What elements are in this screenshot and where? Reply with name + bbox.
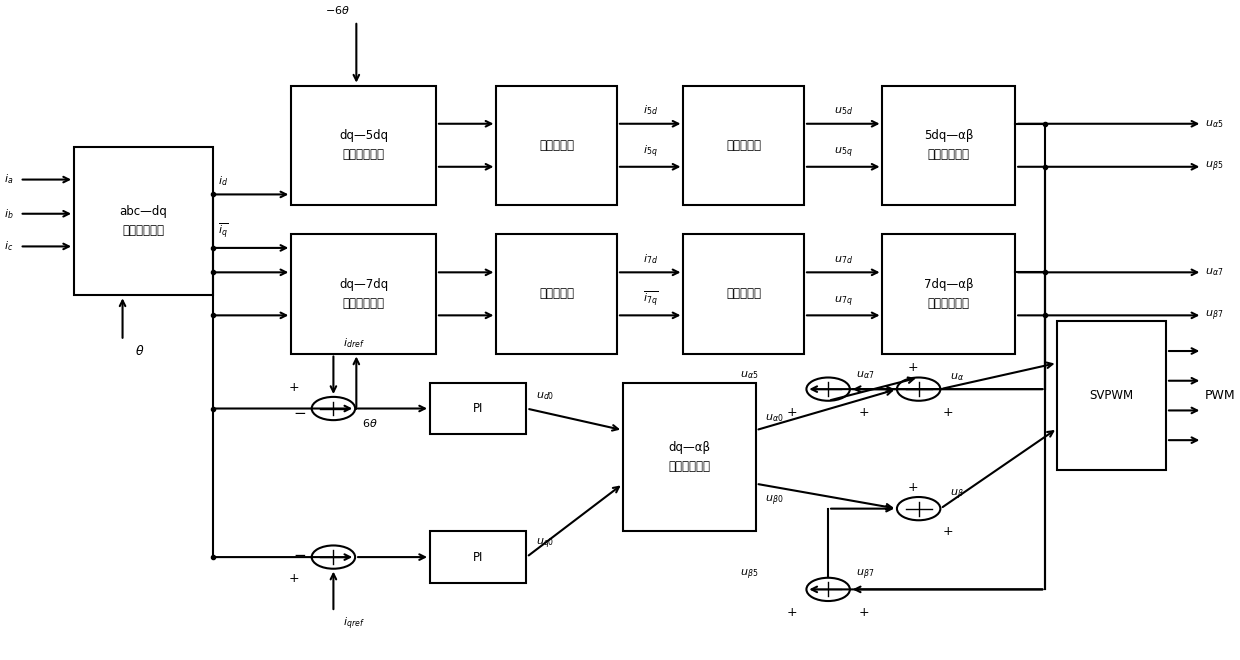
- Text: $u_{\alpha7}$: $u_{\alpha7}$: [1204, 267, 1223, 279]
- Text: $u_{\beta7}$: $u_{\beta7}$: [1204, 308, 1223, 323]
- Text: $i_{5d}$: $i_{5d}$: [642, 104, 657, 117]
- Text: +: +: [786, 406, 797, 419]
- Text: $u_{\beta5}$: $u_{\beta5}$: [1204, 160, 1223, 174]
- Text: SVPWM: SVPWM: [1090, 389, 1133, 402]
- Text: abc—dq
电流坐标变换: abc—dq 电流坐标变换: [119, 205, 167, 237]
- Text: 模糊控制器: 模糊控制器: [727, 139, 761, 152]
- Text: 模糊控制器: 模糊控制器: [727, 287, 761, 300]
- Text: $u_{q0}$: $u_{q0}$: [536, 536, 554, 550]
- Text: $i_b$: $i_b$: [4, 207, 14, 220]
- Circle shape: [897, 378, 940, 401]
- Text: $-$: $-$: [293, 546, 305, 562]
- Text: $u_{\beta0}$: $u_{\beta0}$: [765, 494, 784, 508]
- Text: +: +: [859, 606, 869, 619]
- Text: $u_{7q}$: $u_{7q}$: [835, 294, 853, 309]
- Text: $u_{\beta5}$: $u_{\beta5}$: [740, 567, 759, 581]
- Text: $i_a$: $i_a$: [4, 173, 14, 187]
- Text: $u_{7d}$: $u_{7d}$: [833, 254, 853, 266]
- Text: PWM: PWM: [1204, 389, 1235, 402]
- Text: $i_{qref}$: $i_{qref}$: [343, 615, 365, 632]
- FancyBboxPatch shape: [496, 86, 618, 205]
- Text: $u_\beta$: $u_\beta$: [950, 488, 963, 502]
- FancyBboxPatch shape: [622, 383, 755, 531]
- Text: 5dq—αβ
电压坐标变换: 5dq—αβ 电压坐标变换: [924, 129, 973, 161]
- FancyBboxPatch shape: [430, 531, 527, 583]
- Text: $u_{5d}$: $u_{5d}$: [833, 106, 853, 117]
- Text: $i_c$: $i_c$: [5, 240, 14, 253]
- FancyBboxPatch shape: [683, 86, 804, 205]
- Text: $u_{\alpha0}$: $u_{\alpha0}$: [765, 412, 784, 424]
- Text: +: +: [908, 480, 918, 494]
- Text: $-$: $-$: [293, 404, 305, 419]
- FancyBboxPatch shape: [291, 86, 436, 205]
- Text: $\overline{i_q}$: $\overline{i_q}$: [217, 222, 228, 242]
- Circle shape: [806, 578, 849, 601]
- Text: $i_{7d}$: $i_{7d}$: [642, 252, 657, 266]
- Circle shape: [897, 497, 940, 520]
- Text: $u_\alpha$: $u_\alpha$: [950, 371, 963, 383]
- FancyBboxPatch shape: [683, 234, 804, 354]
- Text: +: +: [786, 606, 797, 619]
- FancyBboxPatch shape: [883, 86, 1016, 205]
- Text: $i_{5q}$: $i_{5q}$: [642, 144, 657, 160]
- Text: $u_{\beta7}$: $u_{\beta7}$: [856, 567, 874, 581]
- Text: PI: PI: [472, 550, 484, 564]
- Text: dq—αβ
电压坐标变换: dq—αβ 电压坐标变换: [668, 441, 711, 473]
- Text: $i_{dref}$: $i_{dref}$: [343, 337, 365, 350]
- Text: 低通滤波器: 低通滤波器: [539, 139, 574, 152]
- Circle shape: [311, 397, 355, 420]
- FancyBboxPatch shape: [291, 234, 436, 354]
- Text: $i_d$: $i_d$: [217, 174, 228, 188]
- Text: $u_{d0}$: $u_{d0}$: [536, 390, 554, 402]
- Text: $u_{\alpha7}$: $u_{\alpha7}$: [856, 370, 874, 381]
- Text: +: +: [859, 406, 869, 419]
- Text: +: +: [289, 381, 300, 393]
- FancyBboxPatch shape: [1058, 321, 1166, 470]
- Text: dq—5dq
电流坐标变换: dq—5dq 电流坐标变换: [339, 129, 388, 161]
- FancyBboxPatch shape: [883, 234, 1016, 354]
- Text: $u_{\alpha5}$: $u_{\alpha5}$: [1204, 118, 1223, 129]
- Text: dq—7dq
电流坐标变换: dq—7dq 电流坐标变换: [339, 278, 388, 310]
- Text: 低通滤波器: 低通滤波器: [539, 287, 574, 300]
- Text: +: +: [908, 361, 918, 374]
- Text: +: +: [942, 406, 954, 419]
- Text: $\theta$: $\theta$: [135, 344, 144, 358]
- Text: 7dq—αβ
电压坐标变换: 7dq—αβ 电压坐标变换: [924, 278, 973, 310]
- Text: $6\theta$: $6\theta$: [362, 417, 378, 429]
- Text: +: +: [289, 572, 300, 585]
- Text: +: +: [942, 525, 954, 539]
- Circle shape: [806, 378, 849, 401]
- Text: PI: PI: [472, 402, 484, 415]
- Text: $-6\theta$: $-6\theta$: [325, 4, 351, 16]
- Text: $u_{5q}$: $u_{5q}$: [835, 146, 853, 160]
- Text: $u_{\alpha5}$: $u_{\alpha5}$: [740, 370, 759, 381]
- FancyBboxPatch shape: [496, 234, 618, 354]
- Text: $\overline{i_{7q}}$: $\overline{i_{7q}}$: [642, 290, 657, 309]
- FancyBboxPatch shape: [74, 147, 213, 296]
- FancyBboxPatch shape: [430, 383, 527, 434]
- Circle shape: [311, 545, 355, 569]
